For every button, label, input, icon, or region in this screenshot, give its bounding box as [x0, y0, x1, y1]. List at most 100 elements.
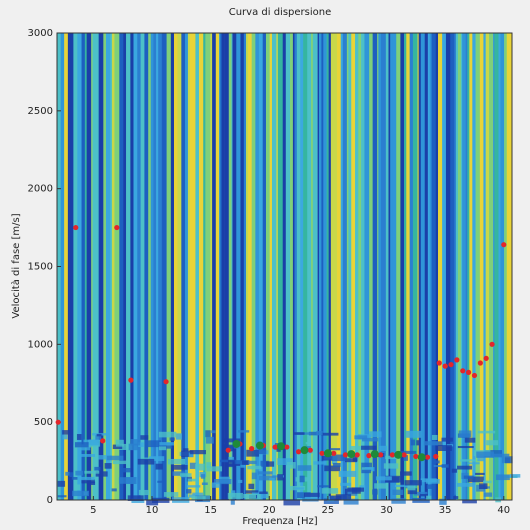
heatmap-blob [338, 470, 357, 477]
heatmap-stripe [111, 33, 115, 500]
heatmap-blob [459, 459, 477, 462]
data-point [284, 444, 290, 450]
heatmap-blob [462, 499, 477, 504]
heatmap-blob [246, 449, 260, 457]
data-point [249, 446, 255, 452]
heatmap-blob [175, 433, 183, 440]
heatmap-blob [340, 482, 352, 486]
heatmap-blob [169, 437, 175, 441]
heatmap-stripe [406, 33, 410, 500]
heatmap-stripe [205, 33, 211, 500]
heatmap-stripe [431, 33, 437, 500]
heatmap-blob [361, 462, 372, 470]
data-point [394, 450, 403, 459]
heatmap-blob [456, 482, 474, 487]
heatmap-blob [435, 445, 452, 451]
heatmap-blob [191, 496, 206, 500]
heatmap-stripe [133, 33, 138, 500]
heatmap-blob [237, 430, 250, 433]
heatmap-blob [350, 445, 364, 451]
heatmap-blob [410, 439, 416, 446]
heatmap-stripe [81, 33, 86, 500]
heatmap-stripe [390, 33, 393, 500]
heatmap-blob [432, 460, 440, 464]
heatmap-stripe [442, 33, 447, 500]
heatmap-blob [407, 488, 418, 495]
heatmap-blob [333, 463, 341, 467]
heatmap-stripe [336, 33, 342, 500]
data-point [417, 453, 426, 462]
heatmap-blob [189, 450, 207, 455]
heatmap-stripe [328, 33, 332, 500]
y-tick-label: 0 [47, 495, 53, 506]
heatmap-stripe [312, 33, 318, 500]
heatmap-blob [155, 463, 163, 470]
heatmap-blob [183, 448, 189, 452]
heatmap-blob [299, 475, 305, 483]
heatmap-stripe [472, 33, 476, 500]
heatmap-stripe [187, 33, 191, 500]
heatmap-blob [260, 460, 269, 467]
heatmap-stripe [269, 33, 273, 500]
heatmap-stripe [251, 33, 256, 500]
heatmap-stripe [106, 33, 111, 500]
heatmap-blob [329, 448, 341, 451]
heatmap-stripe [340, 33, 344, 500]
heatmap-blob [277, 458, 293, 466]
heatmap-stripe [483, 33, 486, 500]
heatmap-blob [230, 498, 235, 505]
heatmap-stripe [153, 33, 157, 500]
heatmap-blob [477, 454, 485, 462]
heatmap-blob [188, 494, 196, 498]
heatmap-blob [160, 442, 173, 449]
data-point [295, 449, 302, 455]
heatmap-stripe [178, 33, 182, 500]
heatmap-blob [441, 464, 449, 468]
heatmap-blob [245, 490, 259, 494]
heatmap-blob [258, 448, 267, 455]
data-point [347, 450, 356, 459]
heatmap-stripe [219, 33, 221, 500]
heatmap-blob [403, 455, 408, 461]
heatmap-stripe [282, 33, 287, 500]
heatmap-stripe [467, 33, 470, 500]
heatmap-blob [138, 489, 150, 496]
data-point [483, 355, 489, 361]
data-point [401, 452, 407, 458]
heatmap-stripe [86, 33, 92, 500]
heatmap-stripe [277, 33, 284, 500]
heatmap-blob [321, 488, 339, 494]
heatmap-blob [374, 483, 387, 489]
heatmap-blob [504, 456, 513, 464]
heatmap-stripe [475, 33, 481, 500]
heatmap-stripe [296, 33, 301, 500]
data-point [448, 361, 454, 368]
heatmap-blob [483, 480, 492, 484]
heatmap-blob [458, 430, 472, 438]
heatmap-blob [180, 473, 192, 477]
heatmap-stripe [194, 33, 196, 500]
heatmap-blob [385, 455, 399, 460]
heatmap-stripe [144, 33, 149, 500]
y-tick-label: 1000 [28, 339, 53, 350]
heatmap-blob [227, 492, 243, 499]
data-point [307, 447, 313, 453]
heatmap-stripe [361, 33, 365, 500]
heatmap-stripe [318, 33, 322, 500]
data-point [73, 224, 79, 231]
heatmap-stripe [148, 33, 152, 500]
data-point [319, 450, 325, 456]
x-tick-label: 35 [439, 505, 452, 516]
heatmap-stripe [292, 33, 295, 500]
plot: 0 500 1000 1500 2000 2500 3000 5 10 15 20 25 30 35 40 [28, 28, 513, 516]
heatmap-blob [181, 450, 194, 458]
x-tick-label: 10 [146, 505, 159, 516]
heatmap-stripe [504, 33, 508, 500]
heatmap-stripe [323, 33, 327, 500]
heatmap-stripe [506, 33, 512, 500]
heatmap-blob [127, 495, 144, 501]
heatmap-blob [62, 434, 68, 440]
heatmap-blob [226, 463, 241, 467]
heatmap-stripe [156, 33, 159, 500]
heatmap-blob [423, 441, 439, 446]
